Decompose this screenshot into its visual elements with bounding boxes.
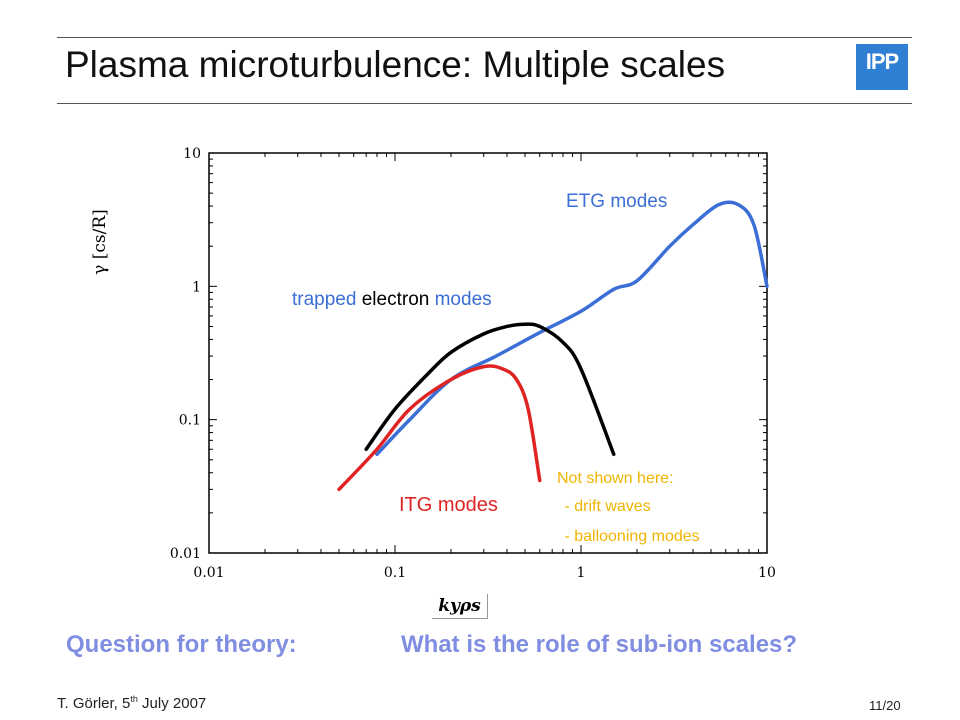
not-shown-heading: Not shown here:	[557, 470, 674, 487]
question-text: What is the role of sub-ion scales?	[401, 631, 798, 658]
x-tick-label: 0.01	[193, 565, 224, 581]
x-tick-label: 1	[577, 565, 586, 581]
x-tick-labels: 0.01 0.1 1 10	[193, 565, 776, 581]
y-tick-label: 1	[192, 279, 201, 295]
x-tick-label: 10	[758, 565, 776, 581]
footer-author-date: T. Görler, 5th July 2007	[57, 694, 206, 712]
etg-label: ETG modes	[566, 191, 667, 212]
tem-label-electron: electron	[356, 289, 434, 310]
x-axis-label: kyρs	[432, 594, 488, 619]
tem-label-modes: modes	[435, 289, 492, 310]
series-line-itg-modes	[337, 364, 542, 492]
y-axis-label: γ [cs/R]	[90, 209, 110, 275]
x-tick-label: 0.1	[384, 565, 406, 581]
not-shown-drift-waves: - drift waves	[560, 498, 651, 515]
y-tick-labels: 10 1 0.1 0.01	[170, 146, 201, 562]
chart-axes	[208, 152, 768, 554]
footer-sup: th	[130, 694, 138, 704]
y-tick-label: 0.1	[179, 413, 201, 429]
slide-title: Plasma microturbulence: Multiple scales	[65, 44, 726, 85]
series-line-etg-modes	[375, 200, 769, 457]
series-lines	[337, 200, 769, 492]
question-lead: Question for theory:	[66, 631, 297, 658]
footer-author: T. Görler, 5	[57, 695, 131, 712]
page-number: 11/20	[869, 698, 901, 713]
tem-label: trapped electron modes	[292, 289, 492, 310]
not-shown-ballooning: - ballooning modes	[560, 528, 700, 545]
title-bottom-rule	[57, 103, 912, 104]
itg-label: ITG modes	[399, 494, 498, 516]
ipp-logo: IPP	[856, 44, 908, 90]
tem-label-trapped: trapped	[292, 289, 356, 310]
y-tick-label: 10	[183, 146, 201, 162]
plot-frame	[208, 152, 768, 554]
series-line-trapped-electron-modes	[364, 322, 616, 457]
y-tick-label: 0.01	[170, 546, 201, 562]
title-top-rule	[57, 37, 912, 38]
footer-date: July 2007	[137, 695, 207, 712]
